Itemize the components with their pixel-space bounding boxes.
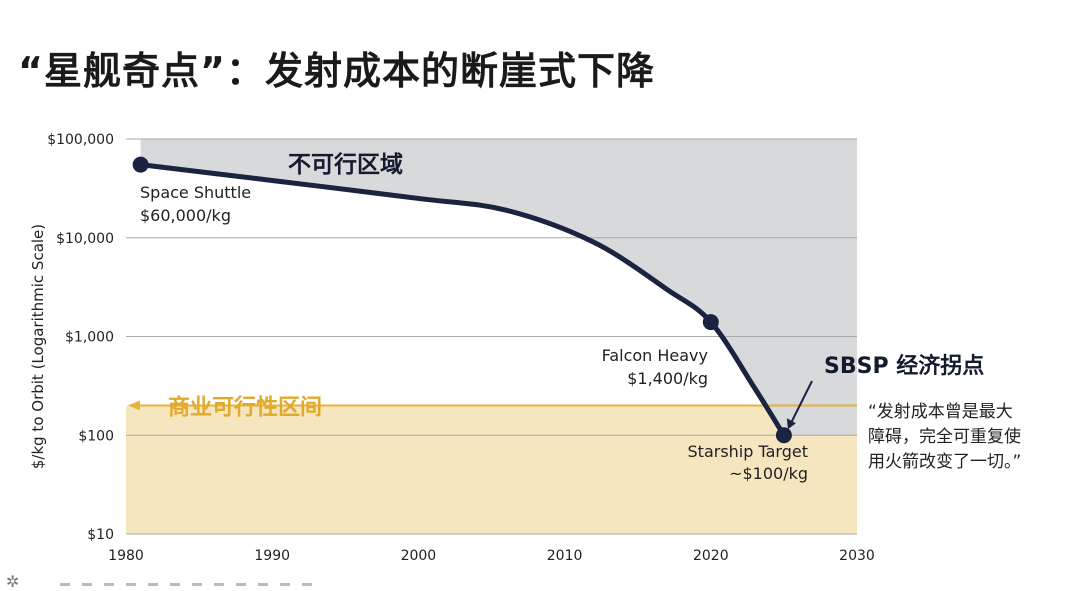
point-label-name: Starship Target <box>688 442 808 461</box>
inflection-quote-line: “发射成本曾是最大 <box>868 402 1013 422</box>
data-point <box>132 156 149 173</box>
inflection-label: SBSP 经济拐点 <box>824 353 984 379</box>
x-tick-label: 2020 <box>693 548 729 564</box>
x-tick-label: 1980 <box>108 548 144 564</box>
y-tick-label: $1,000 <box>65 330 114 346</box>
commercial-region <box>126 405 857 534</box>
commercial-region-label: 商业可行性区间 <box>168 395 322 421</box>
inflection-quote-line: 用火箭改变了一切。” <box>868 452 1021 472</box>
chart-grid <box>126 138 857 535</box>
infeasible-region-label: 不可行区域 <box>288 151 403 178</box>
x-tick-label: 2000 <box>401 548 437 564</box>
chart-labels: Space Shuttle $60,000/kg Falcon Heavy $1,40… <box>140 151 1021 483</box>
y-axis-title: $/kg to Orbit (Logarithmic Scale) <box>29 224 47 469</box>
chart-background <box>126 139 857 534</box>
logo-icon: ✲ <box>6 572 20 591</box>
threshold-arrow-icon <box>128 400 140 411</box>
inflection-quote-line: 障碍，完全可重复使 <box>868 426 1021 447</box>
x-tick-label: 2010 <box>547 548 583 564</box>
y-tick-label: $10 <box>87 527 114 543</box>
infeasible-region <box>140 139 857 436</box>
cost-curve <box>138 162 787 438</box>
x-tick-label: 1990 <box>254 548 290 564</box>
pointer-arrow-icon <box>786 418 796 430</box>
footer-divider <box>60 583 320 586</box>
chart-axes: $10 $100 $1,000 $10,000 $100,000 1980 1990 2000… <box>29 132 875 564</box>
point-label-name: Space Shuttle <box>140 183 251 202</box>
point-label-name: Falcon Heavy <box>602 346 708 365</box>
point-label-value: $60,000/kg <box>140 206 231 225</box>
data-point <box>775 427 792 444</box>
point-label-value: $1,400/kg <box>627 369 708 388</box>
x-tick-label: 2030 <box>839 548 875 564</box>
chart-lines <box>132 156 813 444</box>
page-title: “星舰奇点”：发射成本的断崖式下降 <box>18 49 655 93</box>
inflection-pointer <box>789 380 813 426</box>
point-label-value: ~$100/kg <box>729 464 808 483</box>
data-point <box>702 314 719 331</box>
y-tick-label: $10,000 <box>56 231 114 247</box>
y-tick-label: $100,000 <box>47 132 114 148</box>
y-tick-label: $100 <box>78 428 114 444</box>
